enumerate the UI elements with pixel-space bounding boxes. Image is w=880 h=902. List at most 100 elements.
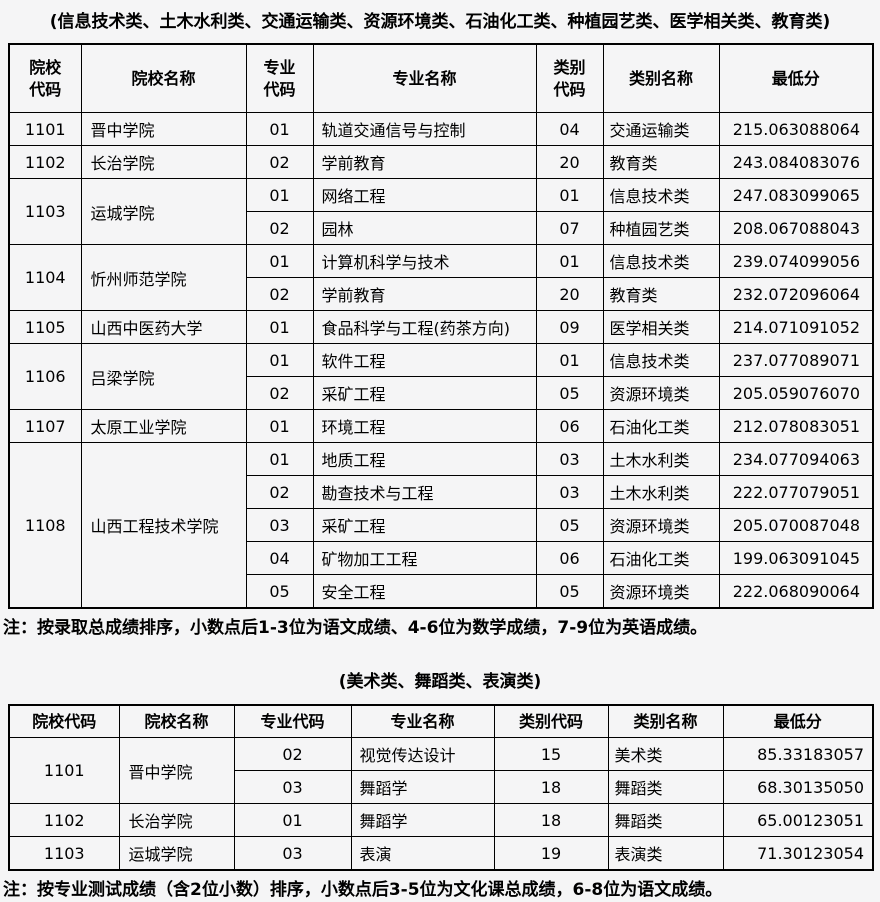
category-code-cell: 15: [493, 737, 609, 771]
category-name-cell: 石油化工类: [602, 541, 720, 575]
category-code-cell: 01: [535, 343, 604, 377]
college-name-header-cell: 院校名称: [80, 43, 247, 113]
table1-note: 注：按录取总成绩排序，小数点后1-3位为语文成绩、4-6位为数学成绩，7-9位为…: [3, 618, 708, 638]
table2-row: 1101 晋中学院 02 视觉传达设计 15 美术类 85.33183057: [8, 737, 874, 804]
min-score-cell: 243.084083076: [718, 145, 874, 179]
category-name-header-cell: 类别名称: [607, 704, 724, 738]
category-code-cell: 18: [493, 770, 609, 804]
major-code-cell: 01: [245, 244, 314, 278]
table2-note: 注：按专业测试成绩（含2位小数）排序，小数点后3-5位为文化课总成绩，6-8位为…: [3, 880, 723, 900]
table2-row: 1102 长治学院 01 舞蹈学 18 舞蹈类 65.00123051: [8, 803, 874, 837]
college-code-cell: 1108: [8, 442, 82, 609]
table1-row: 02 勘查技术与工程 03 土木水利类 222.077079051: [9, 475, 874, 509]
category-name-cell: 资源环境类: [602, 574, 720, 609]
college-name-header-cell: 院校名称: [118, 704, 235, 738]
major-name-cell: 表演: [350, 836, 495, 871]
table1-row: 1101 晋中学院 01 轨道交通信号与控制 04 交通运输类 215.063088064: [8, 112, 874, 146]
category-name-cell: 资源环境类: [602, 376, 720, 410]
major-name-cell: 轨道交通信号与控制: [312, 112, 537, 146]
min-score-cell: 232.072096064: [718, 277, 874, 311]
min-score-cell: 215.063088064: [718, 112, 874, 146]
major-name-cell: 地质工程: [312, 442, 537, 476]
college-code-cell: 1101: [8, 112, 82, 146]
table2-body: 1101 晋中学院 02 视觉传达设计 15 美术类 85.33183057 03 舞蹈学 18 舞…: [8, 737, 874, 871]
min-score-cell: 234.077094063: [718, 442, 874, 476]
min-score-header-cell: 最低分: [722, 704, 874, 738]
college-name-cell: 运城学院: [80, 178, 247, 245]
category-name-cell: 医学相关类: [602, 310, 720, 344]
category-code-cell: 01: [535, 244, 604, 278]
table1-row: 1106 吕梁学院 01 软件工程 01 信息技术类 237.077089071: [8, 343, 874, 410]
min-score-cell: 237.077089071: [718, 343, 874, 377]
table2-header: 院校代码 院校名称 专业代码 专业名称 类别代码 类别名称 最低分: [8, 704, 874, 738]
min-score-cell: 214.071091052: [718, 310, 874, 344]
major-name-cell: 软件工程: [312, 343, 537, 377]
category-name-cell: 土木水利类: [602, 442, 720, 476]
category-name-cell: 教育类: [602, 277, 720, 311]
category-name-cell: 美术类: [607, 737, 724, 771]
major-name-cell: 勘查技术与工程: [312, 475, 537, 509]
major-name-cell: 食品科学与工程(药茶方向): [312, 310, 537, 344]
college-name-cell: 晋中学院: [118, 737, 235, 804]
min-score-cell: 222.068090064: [718, 574, 874, 609]
major-code-cell: 02: [245, 475, 314, 509]
table2-row: 1103 运城学院 03 表演 19 表演类 71.30123054: [8, 836, 874, 871]
major-name-cell: 学前教育: [312, 277, 537, 311]
major-code-cell: 02: [245, 145, 314, 179]
table1-row: 1105 山西中医药大学 01 食品科学与工程(药茶方向) 09 医学相关类 214.071…: [8, 310, 874, 344]
category-code-cell: 05: [535, 508, 604, 542]
college-code-header-cell: 院校 代码: [8, 43, 82, 113]
category-code-cell: 06: [535, 541, 604, 575]
min-score-cell: 239.074099056: [718, 244, 874, 278]
major-code-cell: 01: [245, 442, 314, 476]
category-code-header-cell: 类别代码: [493, 704, 609, 738]
major-name-cell: 环境工程: [312, 409, 537, 443]
category-code-cell: 04: [535, 112, 604, 146]
major-name-cell: 舞蹈学: [350, 770, 495, 804]
college-name-cell: 长治学院: [80, 145, 247, 179]
college-code-cell: 1103: [8, 178, 82, 245]
college-name-cell: 运城学院: [118, 836, 235, 871]
min-score-cell: 247.083099065: [718, 178, 874, 212]
major-code-cell: 03: [233, 836, 352, 871]
category-code-cell: 05: [535, 574, 604, 609]
category-code-cell: 18: [493, 803, 609, 837]
category-code-cell: 19: [493, 836, 609, 871]
major-code-cell: 01: [245, 409, 314, 443]
major-name-cell: 采矿工程: [312, 508, 537, 542]
category-name-cell: 舞蹈类: [607, 770, 724, 804]
table1-row: 05 安全工程 05 资源环境类 222.068090064: [9, 574, 874, 609]
table1-row: 03 采矿工程 05 资源环境类 205.070087048: [9, 508, 874, 542]
min-score-cell: 208.067088043: [718, 211, 874, 245]
college-code-cell: 1104: [8, 244, 82, 311]
table1-title: (信息技术类、土木水利类、交通运输类、资源环境类、石油化工类、种植园艺类、医学相…: [49, 12, 831, 32]
major-code-cell: 01: [245, 178, 314, 212]
category-name-cell: 土木水利类: [602, 475, 720, 509]
major-code-cell: 02: [245, 211, 314, 245]
table1-row: 1102 长治学院 02 学前教育 20 教育类 243.084083076: [8, 145, 874, 179]
college-name-cell: 吕梁学院: [80, 343, 247, 410]
min-score-cell: 205.059076070: [718, 376, 874, 410]
college-code-cell: 1102: [8, 803, 120, 837]
category-code-cell: 20: [535, 145, 604, 179]
major-name-cell: 园林: [312, 211, 537, 245]
category-code-cell: 06: [535, 409, 604, 443]
major-name-cell: 学前教育: [312, 145, 537, 179]
category-name-cell: 舞蹈类: [607, 803, 724, 837]
major-code-cell: 02: [245, 277, 314, 311]
category-name-cell: 种植园艺类: [602, 211, 720, 245]
college-name-cell: 太原工业学院: [80, 409, 247, 443]
min-score-cell: 68.30135050: [722, 770, 874, 804]
category-code-cell: 20: [535, 277, 604, 311]
college-code-header-cell: 院校代码: [8, 704, 120, 738]
category-code-cell: 03: [535, 475, 604, 509]
category-code-cell: 01: [535, 178, 604, 212]
table1-row: 02 园林 07 种植园艺类 208.067088043: [9, 211, 874, 245]
major-name-cell: 采矿工程: [312, 376, 537, 410]
college-code-cell: 1107: [8, 409, 82, 443]
college-code-cell: 1106: [8, 343, 82, 410]
major-code-cell: 01: [245, 310, 314, 344]
major-code-cell: 03: [233, 770, 352, 804]
category-code-cell: 07: [535, 211, 604, 245]
table1-header: 院校 代码 院校名称 专业 代码 专业名称 类别 代码 类别名称 最低分: [8, 43, 874, 113]
